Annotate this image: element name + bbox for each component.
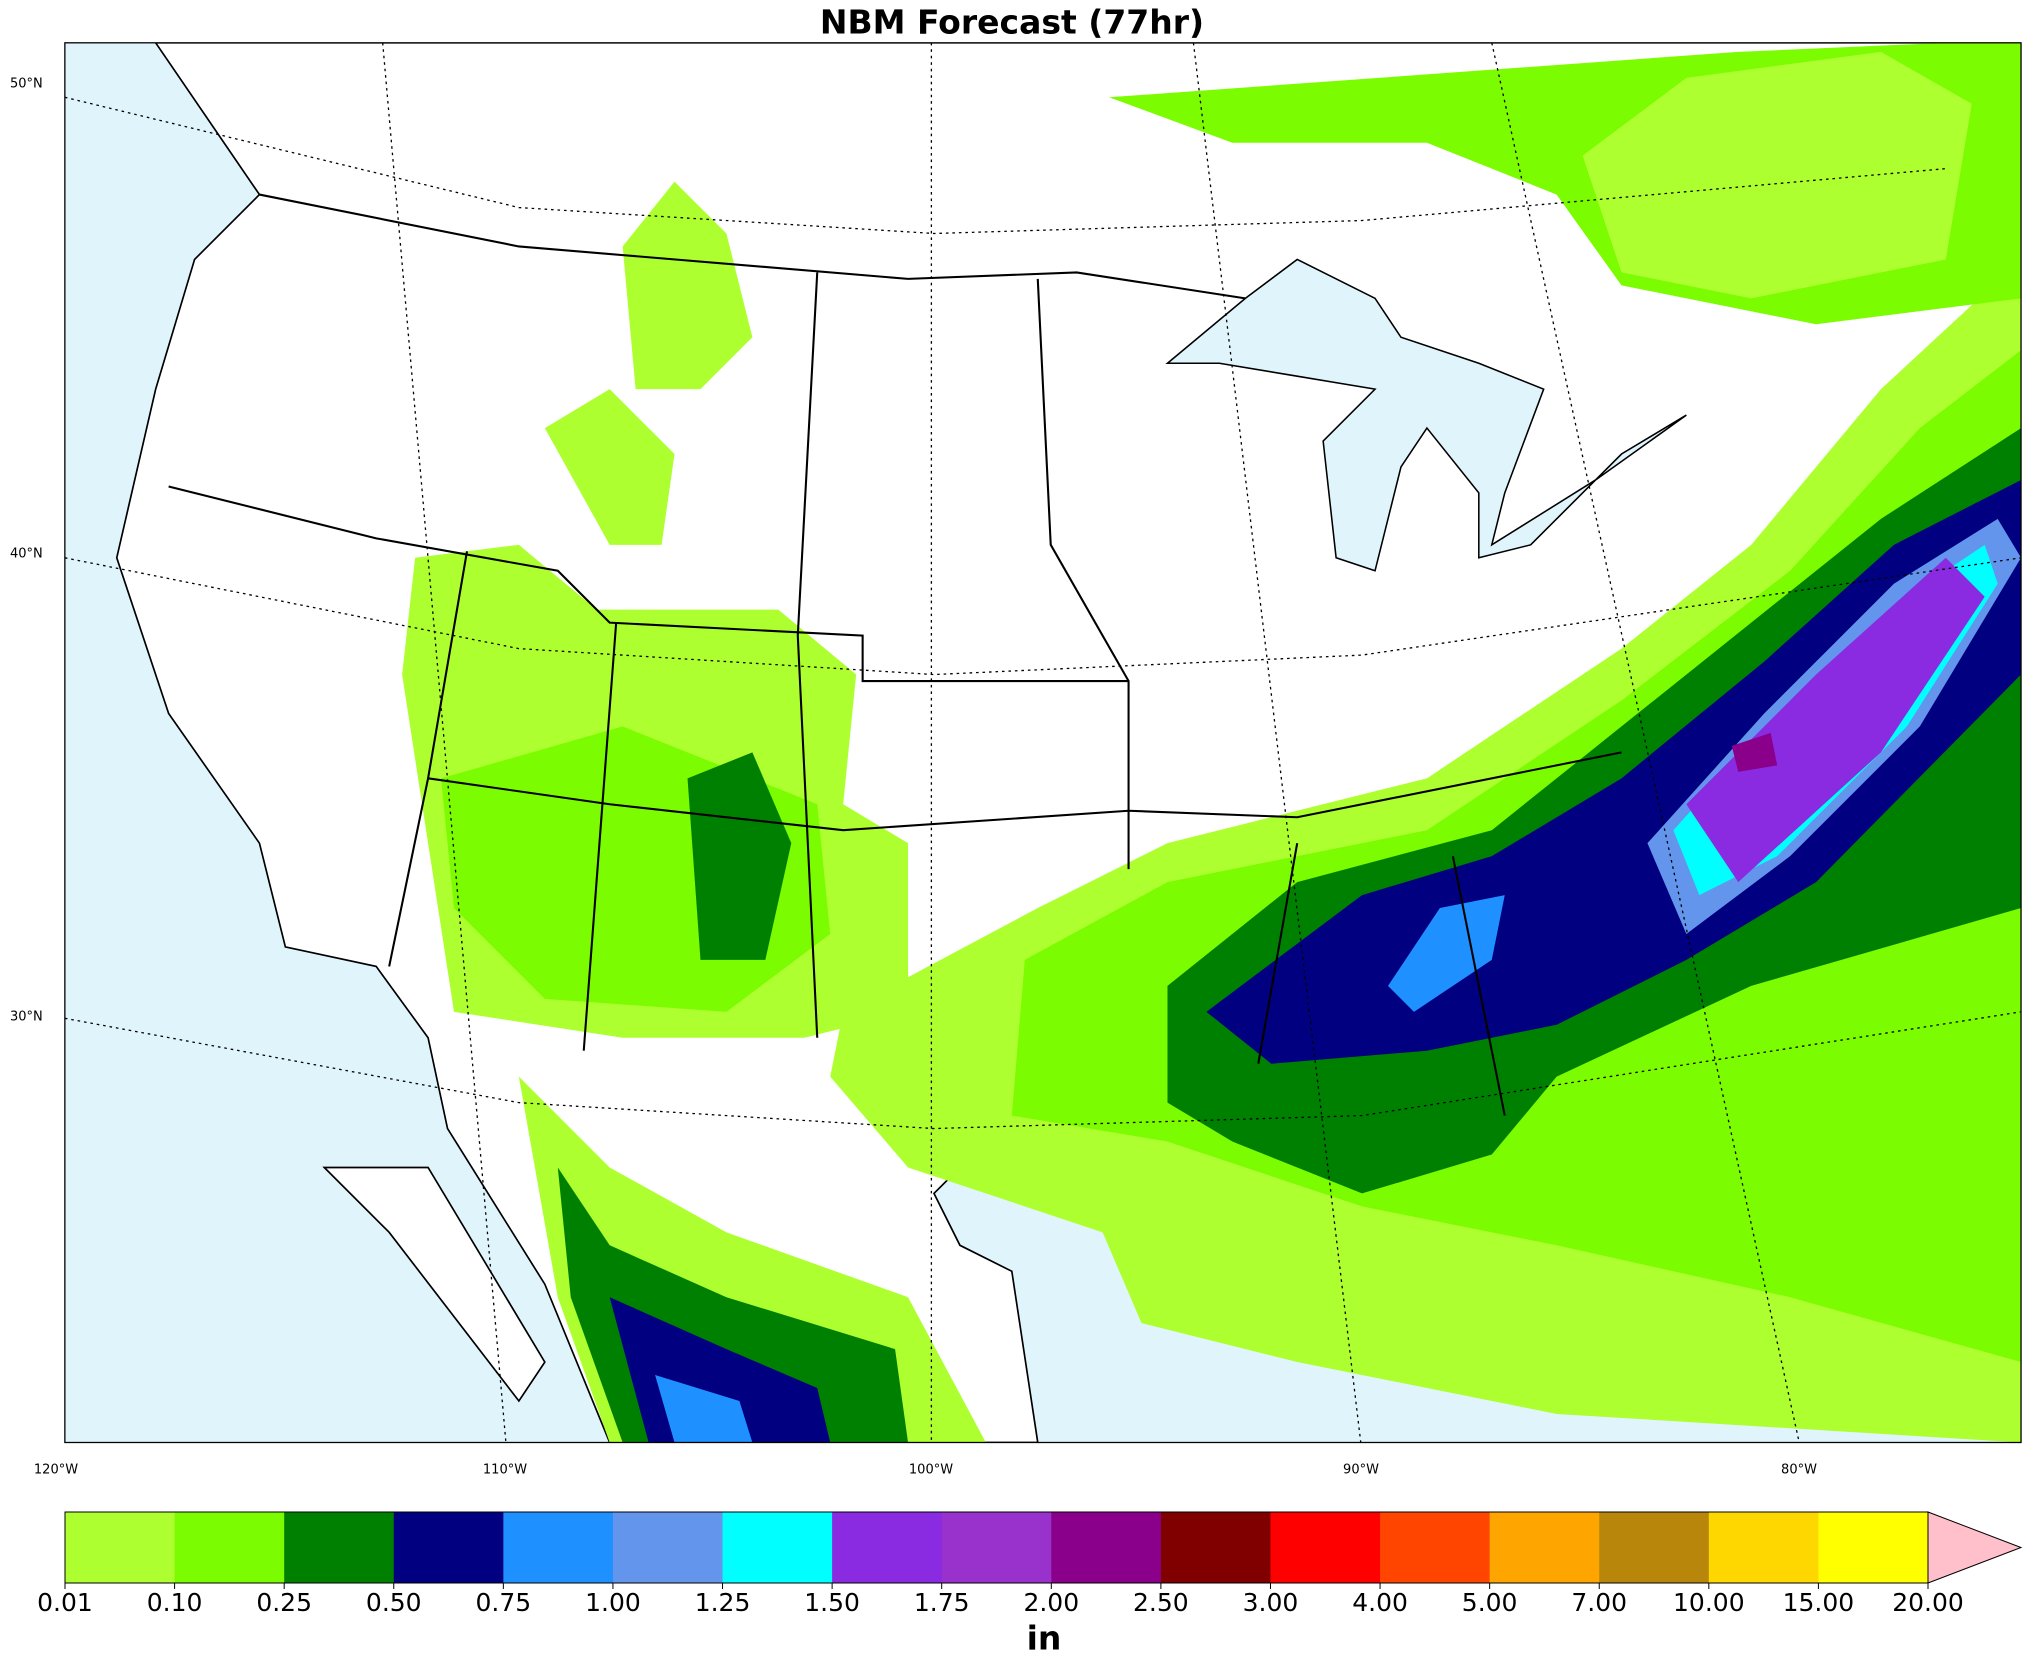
colorbar-label: 0.50 <box>366 1588 422 1617</box>
colorbar-box <box>941 1512 1052 1583</box>
colorbar-label: 1.25 <box>695 1588 751 1617</box>
colorbar-box <box>174 1512 285 1583</box>
lon-label: 90°W <box>1343 1463 1379 1478</box>
map <box>64 42 2022 1444</box>
title: NBM Forecast (77hr) <box>820 3 1204 42</box>
colorbar-box <box>284 1512 395 1583</box>
colorbar-label: 7.00 <box>1571 1588 1627 1617</box>
colorbar-label: 10.00 <box>1673 1588 1745 1617</box>
colorbar-box <box>1599 1512 1710 1583</box>
colorbar-box <box>1380 1512 1491 1583</box>
colorbar-label: 0.10 <box>147 1588 203 1617</box>
lat-label: 50°N <box>10 77 43 92</box>
colorbar-label: 2.00 <box>1023 1588 1079 1617</box>
colorbar-label: 20.00 <box>1892 1588 1964 1617</box>
baja <box>322 1166 546 1403</box>
lat-label: 30°N <box>10 1010 43 1025</box>
lon-label: 100°W <box>909 1463 953 1478</box>
colorbar-label: 15.00 <box>1783 1588 1855 1617</box>
colorbar-label: 5.00 <box>1462 1588 1518 1617</box>
colorbar-box <box>1270 1512 1381 1583</box>
map-frame <box>64 42 2022 1444</box>
lon-label: 80°W <box>1781 1463 1817 1478</box>
colorbar-box <box>612 1512 724 1583</box>
colorbar-frame <box>64 1511 1929 1584</box>
colorbar-label: 0.01 <box>37 1588 93 1617</box>
colorbar-label: 4.00 <box>1352 1588 1408 1617</box>
colorbar-label: 0.25 <box>256 1588 312 1617</box>
lon-label: 110°W <box>483 1463 527 1478</box>
precipitation <box>402 42 2022 1443</box>
colorbar-box <box>1489 1512 1600 1583</box>
colorbar-box <box>1051 1512 1162 1583</box>
colorbar-label: 1.00 <box>585 1588 641 1617</box>
colorbar-label: 0.75 <box>476 1588 532 1617</box>
colorbar-box <box>503 1512 614 1583</box>
colorbar-label: 1.75 <box>914 1588 970 1617</box>
colorbar-box <box>722 1512 833 1583</box>
colorbar-box <box>832 1512 943 1583</box>
colorbar-box <box>393 1512 504 1583</box>
colorbar-box <box>1818 1512 1929 1583</box>
colorbar-extend <box>1927 1511 2023 1584</box>
colorbar-label: 1.50 <box>804 1588 860 1617</box>
lat-label: 40°N <box>10 547 43 562</box>
colorbar-box <box>1708 1512 1819 1583</box>
great-lakes <box>1165 258 1687 572</box>
colorbar-label: 2.50 <box>1133 1588 1189 1617</box>
colorbar-box <box>65 1512 176 1583</box>
colorbar-box <box>1160 1512 1271 1583</box>
colorbar-label: 3.00 <box>1243 1588 1299 1617</box>
colorbar-unit: in <box>1027 1619 1062 1658</box>
lon-label: 120°W <box>34 1463 78 1478</box>
